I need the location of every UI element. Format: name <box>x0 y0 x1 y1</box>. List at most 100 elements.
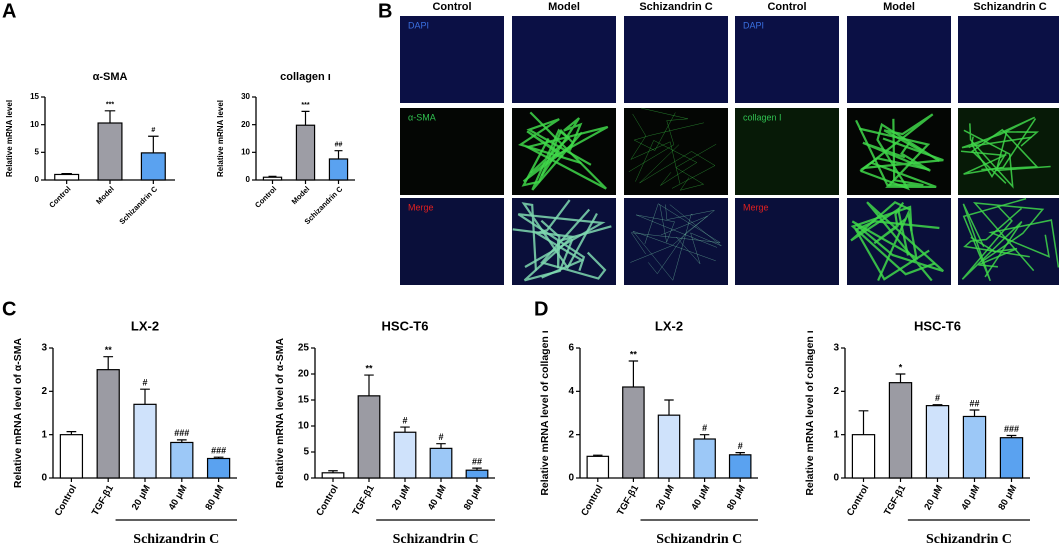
x-tick-label: TGF-β1 <box>882 483 909 518</box>
fiber <box>862 141 931 172</box>
x-tick-label: TGF-β1 <box>615 483 642 518</box>
fiber <box>630 204 715 263</box>
channel-label: collagen I <box>743 112 782 122</box>
y-tick-label: 5 <box>35 147 40 156</box>
fiber <box>972 202 1045 272</box>
x-tick-label: Control <box>314 483 340 518</box>
error-bar <box>895 373 906 383</box>
x-tick-label: 20 μM <box>654 483 677 512</box>
significance-label: *** <box>301 102 309 109</box>
column-header: Schizandrin C <box>973 1 1046 13</box>
fiber <box>521 128 575 187</box>
bar <box>962 415 987 479</box>
group-label: Schizandrin C <box>393 532 479 546</box>
bar <box>96 369 120 479</box>
y-tick-label: 0 <box>303 473 309 484</box>
column-header: Model <box>548 1 580 13</box>
significance-label: ## <box>472 456 482 466</box>
error-bar <box>61 173 72 175</box>
y-tick-label: 15 <box>298 395 310 406</box>
column-header: Control <box>432 1 471 13</box>
error-bar <box>436 443 446 449</box>
chart-title: HSC-T6 <box>382 318 429 333</box>
x-tick-label: Control <box>47 184 72 209</box>
error-bar <box>268 175 277 178</box>
y-tick-label: 0 <box>35 175 40 184</box>
bar <box>321 472 345 479</box>
fiber <box>512 228 575 282</box>
significance-label: ## <box>335 142 343 149</box>
error-bar <box>699 434 710 439</box>
bar <box>54 173 80 181</box>
y-tick-label: 10 <box>298 421 310 432</box>
y-tick-label: 0 <box>568 473 574 484</box>
x-tick-label: 80 μM <box>725 483 748 512</box>
bar <box>586 455 610 479</box>
bar <box>357 395 381 479</box>
y-tick-label: 30 <box>241 92 250 101</box>
y-tick-label: 20 <box>241 120 250 129</box>
micrograph-tile <box>400 16 504 103</box>
fiber <box>961 205 1023 280</box>
bar <box>465 469 489 479</box>
significance-label: ### <box>1004 424 1019 434</box>
fiber <box>635 140 698 186</box>
micrograph-tile <box>624 108 728 195</box>
x-tick-label: 80 μM <box>203 483 226 512</box>
column-header: Model <box>883 1 915 13</box>
error-bar <box>735 452 745 455</box>
error-bar <box>664 399 674 416</box>
y-axis-label: Relative mRNA level of α-SMA <box>12 337 24 488</box>
column-header: Control <box>767 1 806 13</box>
fiber <box>522 130 574 183</box>
error-bar <box>334 150 343 159</box>
bar <box>262 176 283 181</box>
error-bar <box>140 388 150 405</box>
y-tick-label: 10 <box>30 120 39 129</box>
chart-title: α-SMA <box>93 71 128 83</box>
bar <box>393 431 417 479</box>
fiber <box>518 118 592 166</box>
significance-label: # <box>702 423 707 433</box>
x-tick-label: 20 μM <box>390 483 413 512</box>
y-tick-label: 1 <box>41 429 47 440</box>
bar <box>888 382 913 479</box>
fiber <box>517 213 606 272</box>
fiber <box>960 118 1037 175</box>
bar <box>622 386 645 479</box>
micrograph-tile <box>735 108 839 195</box>
x-tick-label: 40 μM <box>426 483 449 512</box>
x-tick-label: Control <box>53 483 79 518</box>
bar <box>328 158 349 181</box>
significance-label: # <box>142 378 147 388</box>
x-tick-label: Control <box>579 483 605 518</box>
fiber <box>855 201 944 282</box>
x-tick-label: TGF-β1 <box>90 483 117 518</box>
y-axis-label: Relative mRNA level <box>216 100 225 177</box>
x-tick-label: 20 μM <box>130 483 153 512</box>
x-tick-label: 20 μM <box>922 483 945 512</box>
channel-label: DAPI <box>408 20 429 30</box>
y-tick-label: 0 <box>41 473 47 484</box>
y-tick-label: 20 <box>298 369 310 380</box>
y-tick-label: 15 <box>30 92 39 101</box>
y-tick-label: 5 <box>303 447 309 458</box>
x-tick-label: Control <box>845 483 871 518</box>
micrograph-tile <box>847 16 951 103</box>
bar <box>206 457 231 479</box>
bar <box>999 437 1024 479</box>
significance-label: ** <box>365 363 373 373</box>
bar <box>693 438 716 479</box>
panel-label: D <box>534 298 548 320</box>
group-label: Schizandrin C <box>133 532 219 546</box>
chart-title: LX-2 <box>655 318 683 333</box>
error-bar <box>301 110 310 126</box>
fiber <box>630 113 680 184</box>
bar <box>925 405 950 479</box>
bar <box>851 434 876 479</box>
significance-label: # <box>935 393 940 403</box>
y-tick-label: 0 <box>833 473 839 484</box>
x-tick-label: 40 μM <box>689 483 712 512</box>
group-label: Schizandrin C <box>926 532 1012 546</box>
